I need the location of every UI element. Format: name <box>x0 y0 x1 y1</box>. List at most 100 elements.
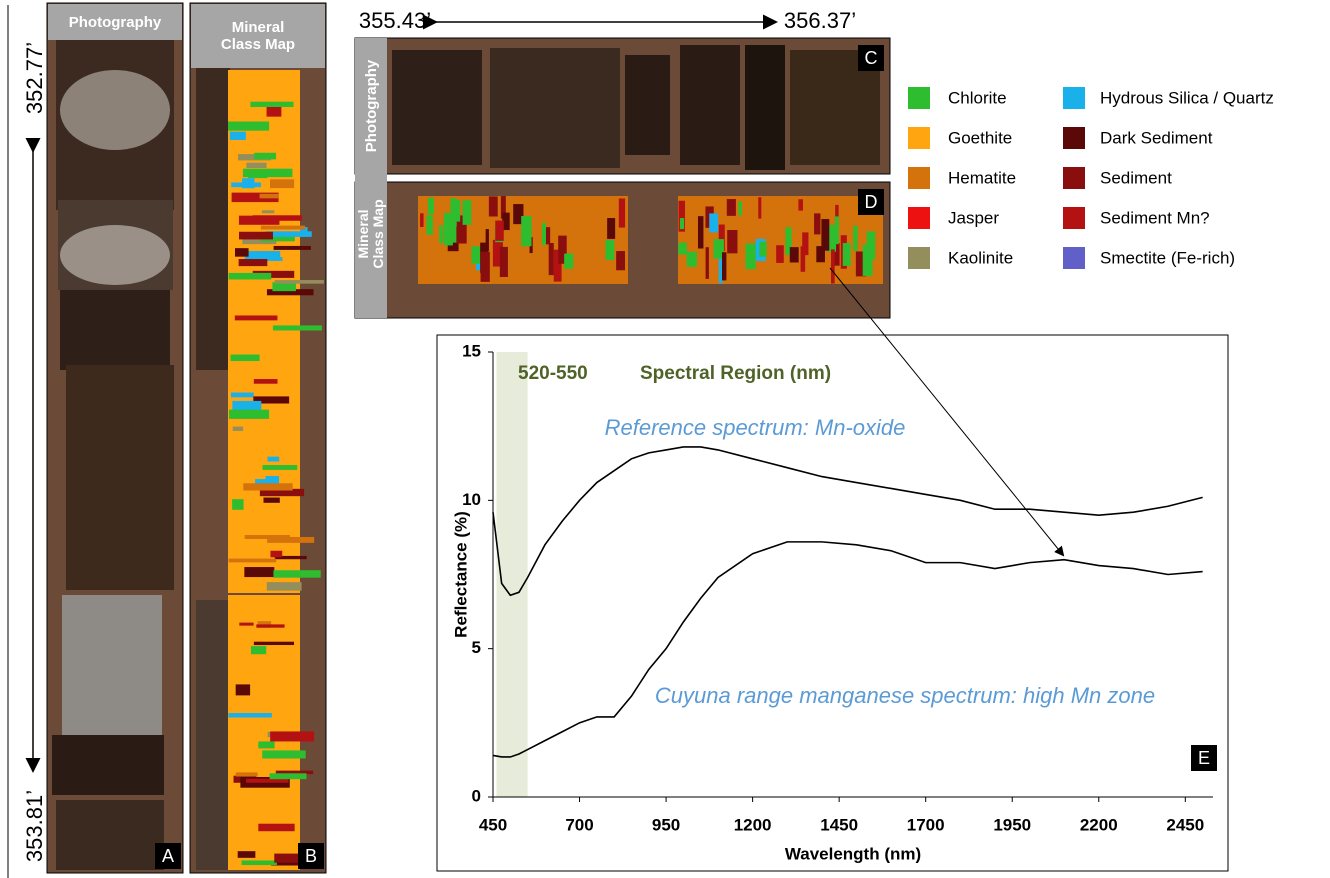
map-patch <box>853 226 857 251</box>
legend-swatch <box>1063 167 1085 189</box>
series-label: Reference spectrum: Mn-oxide <box>555 415 955 441</box>
map-patch <box>420 213 423 227</box>
legend-label: Smectite (Fe-rich) <box>1100 248 1235 267</box>
map-patch <box>270 773 307 779</box>
map-patch <box>258 824 294 832</box>
map-patch <box>262 750 305 758</box>
map-patch <box>232 499 243 510</box>
map-patch <box>489 196 498 216</box>
map-patch <box>254 379 278 384</box>
panel-letter: A <box>155 843 181 869</box>
map-patch <box>709 213 718 232</box>
map-patch <box>238 851 256 858</box>
panel-letter: B <box>298 843 324 869</box>
legend-label: Dark Sediment <box>1100 128 1213 147</box>
map-patch <box>258 741 274 748</box>
map-patch <box>228 713 271 717</box>
map-patch <box>801 246 806 272</box>
legend-label: Jasper <box>948 208 999 227</box>
legend-swatch <box>908 207 930 229</box>
map-patch <box>233 427 243 431</box>
map-patch <box>727 199 736 216</box>
map-patch <box>605 240 614 260</box>
map-patch <box>835 214 839 244</box>
map-patch <box>790 247 799 262</box>
x-tick-label: 1200 <box>734 815 772 834</box>
map-patch <box>867 231 876 259</box>
map-patch <box>246 251 280 258</box>
map-patch <box>242 860 277 865</box>
series-label: Cuyuna range manganese spectrum: high Mn… <box>650 680 1160 712</box>
map-patch <box>263 498 279 503</box>
panel-a-header: Photography <box>48 4 182 40</box>
map-patch <box>456 200 460 222</box>
x-axis-title: Wavelength (nm) <box>785 844 921 863</box>
map-patch <box>687 252 697 267</box>
legend-label: Kaolinite <box>948 248 1013 267</box>
map-patch <box>814 213 820 234</box>
map-patch <box>248 174 267 178</box>
map-patch <box>236 772 258 776</box>
legend-label: Goethite <box>948 128 1012 147</box>
map-patch <box>261 226 305 230</box>
map-patch <box>607 218 615 239</box>
map-patch <box>239 259 268 266</box>
map-patch <box>759 242 766 257</box>
core-right: 356.37’ <box>784 8 856 33</box>
y-tick-label: 0 <box>472 786 481 805</box>
x-tick-label: 2450 <box>1166 815 1204 834</box>
map-patch <box>776 245 784 263</box>
depth-top: 352.77’ <box>22 42 47 114</box>
map-patch <box>245 535 290 539</box>
map-patch <box>229 273 272 280</box>
map-patch <box>267 582 302 591</box>
legend-label: Hydrous Silica / Quartz <box>1100 88 1274 107</box>
panel-letter: E <box>1191 745 1217 771</box>
map-patch <box>254 153 276 160</box>
panel-c-side-label: Photography <box>355 38 387 174</box>
legend-label: Hematite <box>948 168 1016 187</box>
map-patch <box>270 551 282 558</box>
core-left: 355.43’ <box>359 8 431 33</box>
map-patch <box>463 200 472 225</box>
map-patch <box>746 243 756 269</box>
panel-a-photo <box>47 3 183 873</box>
map-patch <box>242 178 254 188</box>
legend-swatch <box>1063 207 1085 229</box>
legend-swatch <box>908 167 930 189</box>
legend-label: Sediment <box>1100 168 1172 187</box>
map-patch <box>500 247 508 277</box>
legend-swatch <box>1063 247 1085 269</box>
map-patch <box>450 198 456 226</box>
x-tick-label: 450 <box>479 815 507 834</box>
map-patch <box>481 252 490 282</box>
map-patch <box>231 393 254 398</box>
map-patch <box>275 280 324 284</box>
map-patch <box>270 179 294 188</box>
map-patch <box>235 315 278 320</box>
legend-swatch <box>908 127 930 149</box>
map-patch <box>816 246 825 262</box>
map-patch <box>262 465 297 470</box>
map-patch <box>231 355 260 361</box>
panel-d-side-label: Mineral Class Map <box>355 166 387 302</box>
map-patch <box>229 410 269 419</box>
map-patch <box>521 216 531 246</box>
depth-bottom: 353.81’ <box>22 790 47 862</box>
map-patch <box>244 567 274 577</box>
map-patch <box>239 232 273 240</box>
legend-swatch <box>1063 127 1085 149</box>
map-patch <box>549 243 554 275</box>
map-patch <box>274 246 311 250</box>
annotation: Spectral Region (nm) <box>640 363 831 384</box>
x-tick-label: 2200 <box>1080 815 1118 834</box>
map-patch <box>843 243 851 266</box>
map-patch <box>542 223 546 245</box>
map-patch <box>835 205 838 216</box>
legend-swatch <box>1063 87 1085 109</box>
map-patch <box>256 624 284 627</box>
map-patch <box>426 215 432 235</box>
map-patch <box>564 254 573 269</box>
map-patch <box>235 248 249 257</box>
map-patch <box>230 132 246 140</box>
